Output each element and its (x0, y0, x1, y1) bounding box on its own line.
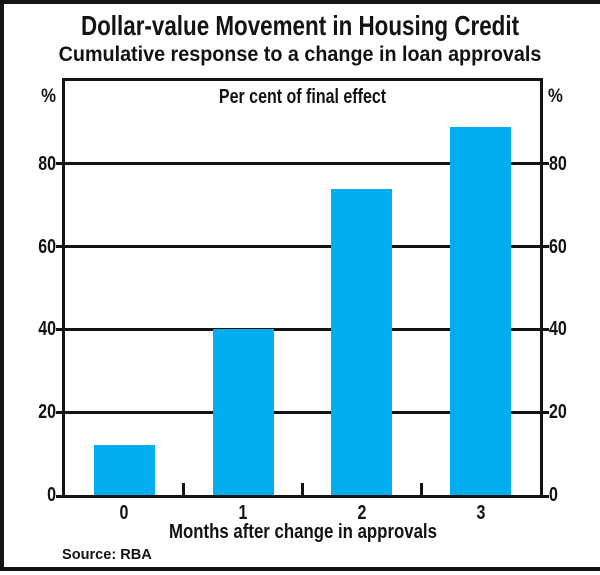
gridline-40 (56, 327, 549, 331)
chart-subtitle: Cumulative response to a change in loan … (58, 43, 542, 66)
zero-line-stub-left (56, 495, 65, 498)
source-note: Source: RBA (62, 546, 152, 563)
y-tick-label-left-60: 60 (38, 235, 56, 258)
x-axis-title: Months after change in approvals (169, 521, 437, 543)
y-axis-unit-right: % (548, 86, 563, 107)
bar-month-3 (450, 126, 512, 495)
y-axis-unit-left: % (41, 86, 56, 107)
y-tick-label-right-40: 40 (549, 318, 567, 341)
figure-border-left (0, 0, 4, 571)
y-tick-label-right-0: 0 (549, 484, 558, 506)
bar-month-1 (212, 329, 274, 495)
x-tick-label-2: 2 (357, 502, 367, 524)
zero-line-stub-right (540, 495, 549, 498)
inner-plot-label: Per cent of final effect (218, 86, 387, 108)
y-tick-label-left-40: 40 (38, 318, 56, 341)
chart-title: Dollar-value Movement in Housing Credit (80, 10, 520, 41)
x-tick-label-1: 1 (238, 502, 248, 524)
x-tick-label-0: 0 (119, 502, 129, 524)
gridline-60 (56, 245, 549, 249)
bar-month-0 (93, 445, 155, 495)
y-tick-label-left-80: 80 (38, 152, 56, 175)
gridline-20 (56, 410, 549, 414)
y-tick-label-right-80: 80 (549, 152, 567, 175)
figure-border-top (0, 0, 600, 4)
bar-month-2 (331, 188, 393, 495)
x-axis-minor-tick-1 (182, 483, 186, 495)
gridline-80 (56, 162, 549, 166)
x-tick-label-3: 3 (476, 502, 486, 524)
page-rule-bottom (0, 567, 600, 571)
y-tick-label-right-20: 20 (549, 401, 567, 424)
x-axis-minor-tick-3 (419, 483, 423, 495)
y-tick-label-left-20: 20 (38, 401, 56, 424)
y-tick-label-left-0: 0 (47, 484, 56, 506)
x-axis-minor-tick-2 (301, 483, 304, 495)
plot-area: Per cent of final effect (56, 78, 549, 498)
y-tick-label-right-60: 60 (549, 235, 567, 258)
